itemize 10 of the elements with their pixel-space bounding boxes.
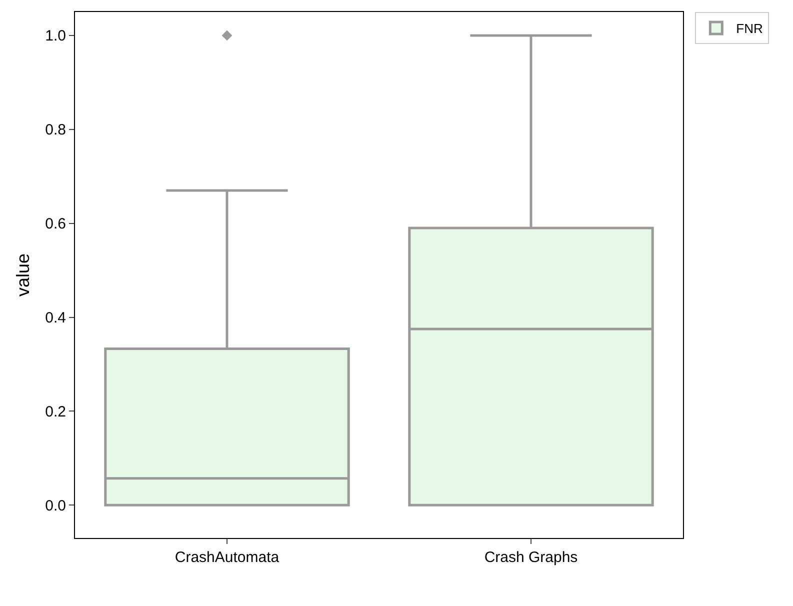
x-tick-label: CrashAutomata <box>174 549 280 566</box>
legend-label: FNR <box>736 21 763 36</box>
y-tick-label: 0.4 <box>45 310 66 327</box>
y-tick-label: 0.2 <box>45 403 66 420</box>
y-tick-label: 0.6 <box>45 216 66 233</box>
x-tick-label: Crash Graphs <box>484 549 578 566</box>
y-tick-label: 1.0 <box>45 28 66 45</box>
y-tick-label: 0.0 <box>45 497 66 514</box>
y-axis-title: value <box>13 253 33 297</box>
y-tick-label: 0.8 <box>45 122 66 139</box>
